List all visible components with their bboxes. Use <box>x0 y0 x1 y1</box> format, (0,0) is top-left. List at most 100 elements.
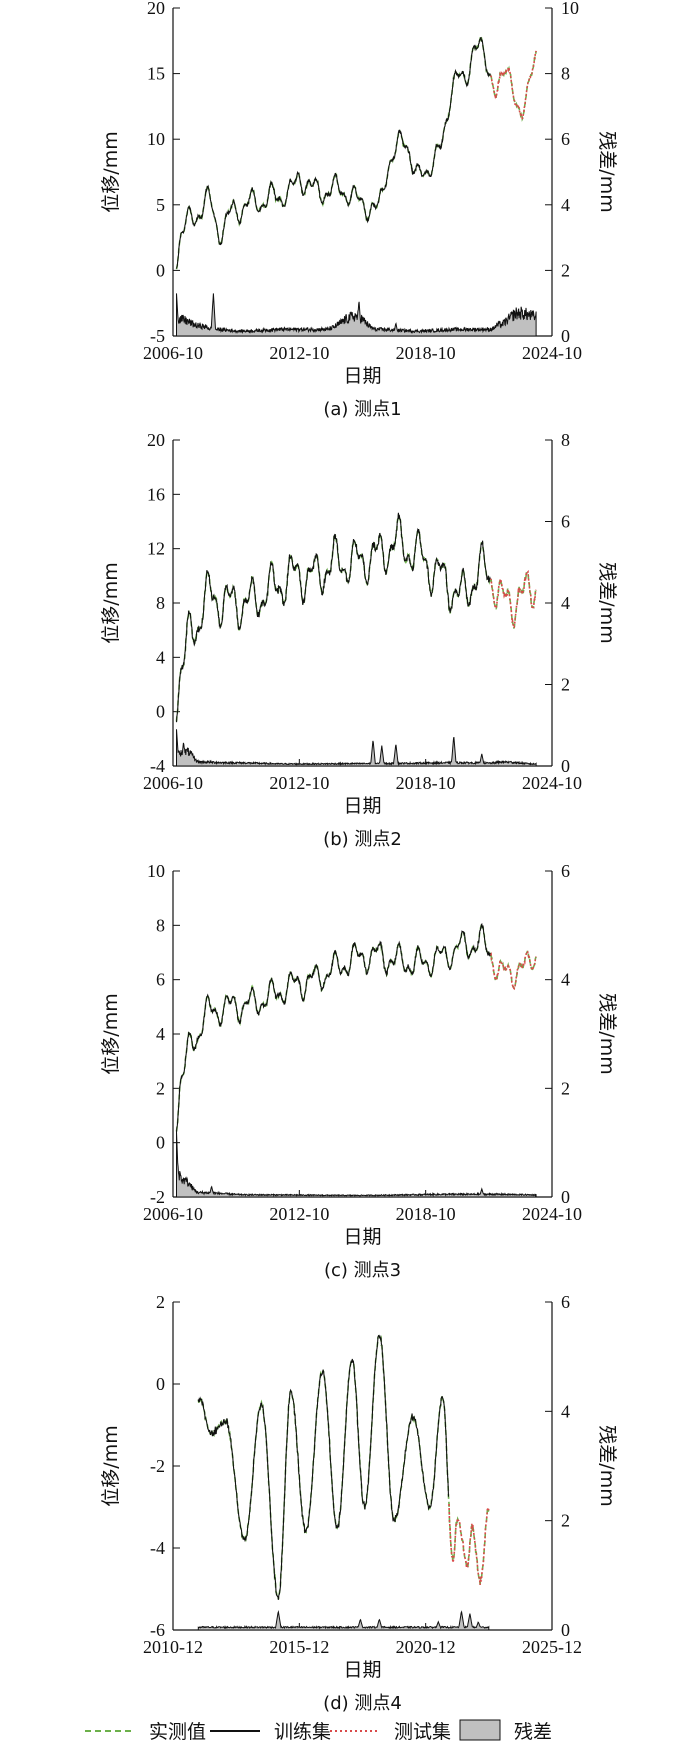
legend: 实测值 训练集 测试集 残差 <box>85 1719 552 1743</box>
y-tick-label: 5 <box>156 195 165 215</box>
train-line <box>175 922 491 1133</box>
y2-tick-label: 2 <box>561 675 570 695</box>
y-tick-label: 8 <box>156 593 165 613</box>
train-line <box>197 1334 450 1600</box>
legend-swatch-residual <box>459 1719 501 1741</box>
legend-label-test: 测试集 <box>394 1721 451 1743</box>
test-line <box>490 951 537 991</box>
measured-line <box>175 923 537 1132</box>
y-tick-label: 0 <box>156 1374 165 1394</box>
y-tick-label: -5 <box>150 326 165 346</box>
y2-tick-label: 0 <box>561 1620 570 1640</box>
x-tick-label: 2025-12 <box>522 1637 582 1657</box>
x-tick-label: 2012-10 <box>269 1204 329 1224</box>
y-tick-label: 20 <box>147 0 165 18</box>
chart-panel-1: -5 0 5 10 15 20 0 2 4 6 8 10 2006-10 2012-10 2018-10 20… <box>100 0 618 420</box>
residual-area <box>176 729 537 767</box>
y2-tick-label: 4 <box>561 195 570 215</box>
y2-tick-label: 2 <box>561 260 570 280</box>
measured-line <box>175 36 537 270</box>
legend-label-measured: 实测值 <box>149 1721 206 1743</box>
x-tick-label: 2018-10 <box>396 343 456 363</box>
chart-panel-3: -2 0 2 4 6 8 10 0 2 4 6 2006-10 2012-10 2018-10 2024-1… <box>100 861 618 1281</box>
y2-axis-title: 残差/mm <box>596 1425 618 1506</box>
y-tick-label: -2 <box>150 1456 165 1476</box>
test-line <box>448 1503 490 1585</box>
y2-tick-label: 0 <box>561 326 570 346</box>
y2-tick-label: 0 <box>561 1187 570 1207</box>
y-axis-title: 位移/mm <box>100 131 122 212</box>
x-axis-title: 日期 <box>343 365 381 387</box>
y2-tick-label: 6 <box>561 1292 570 1312</box>
panel-caption: (c) 测点3 <box>324 1260 401 1281</box>
x-tick-label: 2020-12 <box>396 1637 456 1657</box>
test-line <box>489 569 537 629</box>
x-axis-title: 日期 <box>343 1226 381 1248</box>
y-tick-label: 2 <box>156 1078 165 1098</box>
y2-tick-label: 0 <box>561 756 570 776</box>
y-tick-label: 16 <box>147 484 165 504</box>
residual-area <box>176 1131 537 1198</box>
y-tick-label: 20 <box>147 430 165 450</box>
chart-panel-4: -6 -4 -2 0 2 0 2 4 6 2010-12 2015-12 2020-12 2025-12… <box>100 1292 618 1714</box>
y-tick-label: 15 <box>147 64 165 84</box>
y2-tick-label: 4 <box>561 593 570 613</box>
y2-axis-title: 残差/mm <box>596 562 618 643</box>
x-tick-label: 2010-12 <box>143 1637 203 1657</box>
y-tick-label: 0 <box>156 702 165 722</box>
y-tick-label: 0 <box>156 260 165 280</box>
panel-caption: (d) 测点4 <box>323 1693 402 1714</box>
y-axis-title: 位移/mm <box>100 562 122 643</box>
x-axis-title: 日期 <box>343 795 381 817</box>
legend-label-train: 训练集 <box>274 1721 331 1743</box>
panel-caption: (b) 测点2 <box>323 829 402 850</box>
y-tick-label: -4 <box>150 1538 165 1558</box>
y-tick-label: -2 <box>150 1187 165 1207</box>
y2-tick-label: 2 <box>561 1078 570 1098</box>
y-tick-label: 0 <box>156 1133 165 1153</box>
y-tick-label: 10 <box>147 129 165 149</box>
x-axis-title: 日期 <box>343 1659 381 1681</box>
y2-axis-title: 残差/mm <box>596 131 618 212</box>
train-line <box>175 512 491 723</box>
x-tick-label: 2012-10 <box>269 773 329 793</box>
y-tick-label: 4 <box>156 647 165 667</box>
y2-tick-label: 8 <box>561 64 570 84</box>
y-tick-label: 2 <box>156 1292 165 1312</box>
x-tick-label: 2018-10 <box>396 773 456 793</box>
y2-tick-label: 8 <box>561 430 570 450</box>
y-tick-label: -4 <box>150 756 165 776</box>
y2-tick-label: 6 <box>561 512 570 532</box>
x-tick-label: 2018-10 <box>396 1204 456 1224</box>
x-tick-label: 2006-10 <box>143 343 203 363</box>
y-tick-label: 10 <box>147 861 165 881</box>
y2-tick-label: 2 <box>561 1511 570 1531</box>
y-axis-title: 位移/mm <box>100 1425 122 1506</box>
x-tick-label: 2024-10 <box>522 773 582 793</box>
x-tick-label: 2015-12 <box>269 1637 329 1657</box>
residual-area <box>176 293 537 337</box>
y-tick-label: 6 <box>156 970 165 990</box>
y2-axis-title: 残差/mm <box>596 993 618 1074</box>
y-axis-title: 位移/mm <box>100 993 122 1074</box>
x-tick-label: 2024-10 <box>522 343 582 363</box>
x-tick-label: 2006-10 <box>143 773 203 793</box>
y2-tick-label: 10 <box>561 0 579 18</box>
y-tick-label: -6 <box>150 1620 165 1640</box>
y-tick-label: 4 <box>156 1024 165 1044</box>
x-tick-label: 2012-10 <box>269 343 329 363</box>
y2-tick-label: 4 <box>561 1401 570 1421</box>
legend-label-residual: 残差 <box>514 1721 552 1743</box>
x-tick-label: 2024-10 <box>522 1204 582 1224</box>
y2-tick-label: 4 <box>561 970 570 990</box>
y-tick-label: 8 <box>156 915 165 935</box>
y-tick-label: 12 <box>147 539 165 559</box>
chart-panel-2: -4 0 4 8 12 16 20 0 2 4 6 8 2006-10 2012-10 2018-10 202… <box>100 430 618 850</box>
residual-area <box>197 1610 490 1631</box>
train-line <box>175 36 491 269</box>
x-tick-label: 2006-10 <box>143 1204 203 1224</box>
panel-caption: (a) 测点1 <box>323 399 401 420</box>
y2-tick-label: 6 <box>561 129 570 149</box>
y2-tick-label: 6 <box>561 861 570 881</box>
